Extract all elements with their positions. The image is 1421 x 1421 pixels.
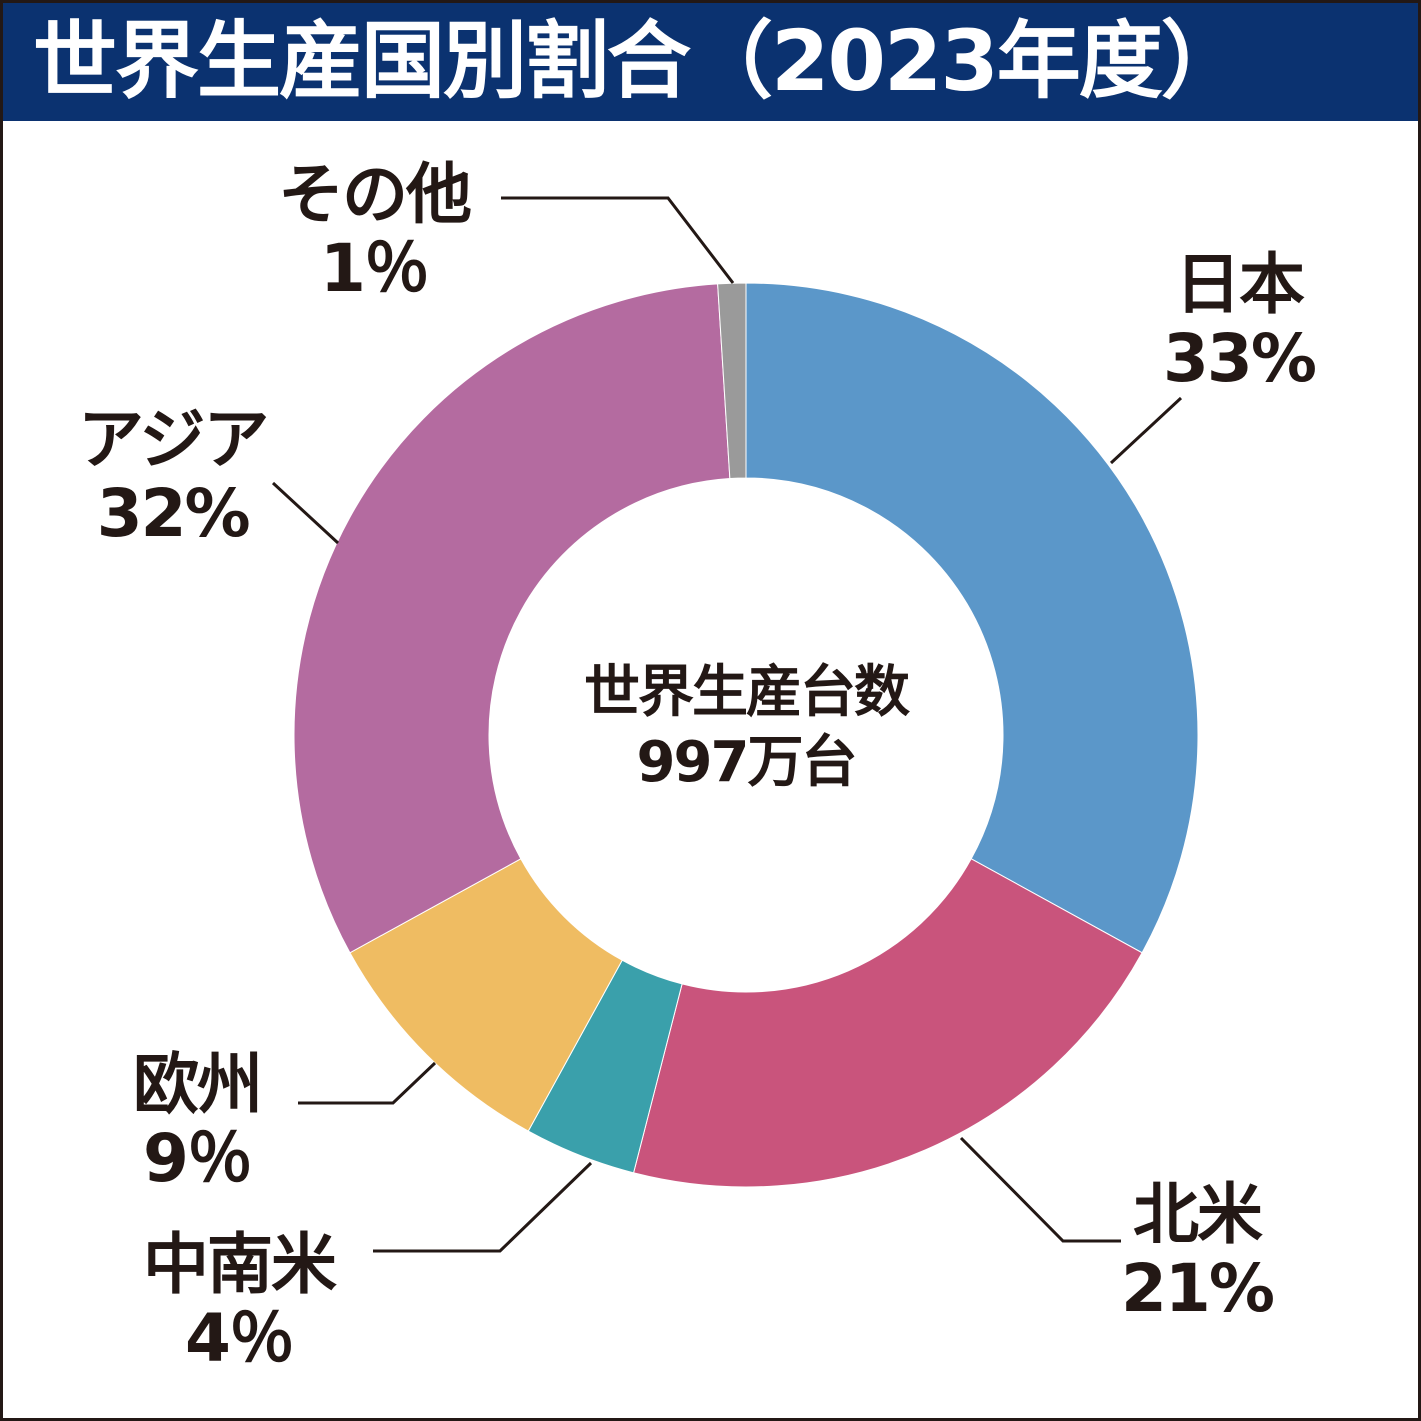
label-central-south-america: 中南米 4％	[143, 1226, 337, 1377]
label-asia: アジア 32%	[78, 401, 269, 552]
leader-line-asia	[271, 481, 340, 545]
label-name: 欧州	[133, 1046, 263, 1123]
leader-line-central-south-america	[373, 1161, 593, 1253]
slice-5	[717, 282, 747, 480]
label-europe: 欧州 9％	[133, 1046, 263, 1197]
donut-chart	[271, 196, 1199, 1253]
label-value: 1％	[320, 230, 430, 307]
label-value: 21%	[1121, 1250, 1275, 1327]
center-label: 世界生産台数 997万台	[496, 658, 996, 798]
slice-1	[632, 858, 1143, 1188]
label-value: 33%	[1163, 320, 1317, 397]
center-value: 997万台	[636, 730, 858, 795]
label-value: 32%	[96, 475, 251, 552]
leader-line-europe	[298, 1061, 437, 1105]
label-value: 4％	[185, 1300, 295, 1377]
label-north-america: 北米 21%	[1121, 1176, 1275, 1327]
label-name: 中南米	[143, 1226, 337, 1303]
slice-0	[745, 282, 1199, 954]
label-name: 日本	[1174, 246, 1305, 323]
label-name: アジア	[78, 401, 269, 478]
label-other: その他 1％	[278, 156, 472, 307]
title-bar: 世界生産国別割合（2023年度）	[3, 3, 1418, 121]
label-japan: 日本 33%	[1163, 246, 1317, 397]
chart-title: 世界生産国別割合（2023年度）	[33, 12, 1245, 110]
label-name: 北米	[1132, 1176, 1263, 1253]
leader-line-north-america	[959, 1136, 1121, 1243]
leader-line-japan	[1109, 396, 1183, 465]
slice-4	[293, 283, 731, 954]
label-name: その他	[278, 156, 472, 233]
leader-line-other	[501, 196, 735, 284]
label-value: 9％	[143, 1120, 253, 1197]
center-title: 世界生産台数	[584, 660, 910, 725]
